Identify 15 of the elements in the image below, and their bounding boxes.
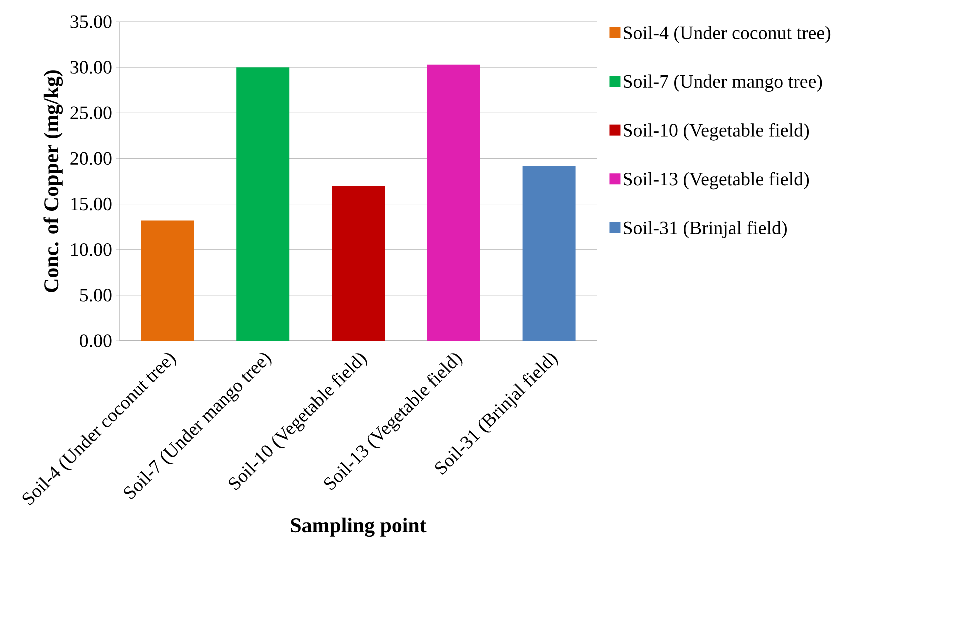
- x-axis-title: Sampling point: [291, 518, 427, 538]
- y-tick-label: 10.00: [72, 243, 112, 256]
- y-tick-label: 15.00: [72, 198, 112, 211]
- y-tick-label: 25.00: [70, 106, 112, 120]
- legend-label: Soil-10 (Vegetable field): [624, 123, 810, 141]
- legend-label: Soil-7 (Under mango tree): [624, 74, 822, 92]
- y-axis-title: Conc. of Copper (mg/kg): [44, 70, 64, 292]
- y-tick-label: 5.00: [80, 289, 112, 302]
- y-tick-label: 30.00: [70, 61, 112, 74]
- y-tick-label: 20.00: [70, 152, 112, 166]
- y-tick-label: 0.00: [80, 334, 112, 348]
- legend-label: Soil-4 (Under coconut tree): [624, 26, 831, 44]
- legend-label: Soil-31 (Brinjal field): [624, 221, 787, 238]
- legend-label: Soil-13 (Vegetable field): [624, 172, 810, 190]
- y-tick-label: 35.00: [70, 16, 112, 28]
